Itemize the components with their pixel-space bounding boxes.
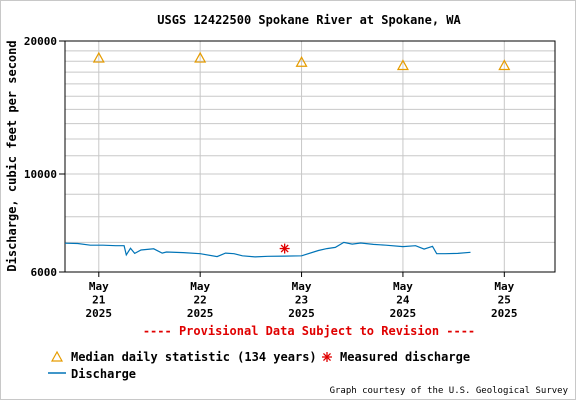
y-tick-label: 6000	[31, 266, 58, 279]
y-tick-label: 20000	[24, 35, 57, 48]
x-tick-label: 2025	[187, 307, 214, 320]
x-tick-label: 24	[396, 294, 410, 307]
discharge-line	[64, 241, 471, 258]
x-tick-label: 21	[92, 294, 106, 307]
usgs-credit: Graph courtesy of the U.S. Geological Su…	[330, 386, 569, 396]
plot-gridlines	[65, 40, 555, 273]
x-tick-label: 23	[295, 294, 308, 307]
median-daily-marker	[396, 59, 409, 71]
median-daily-marker	[295, 56, 308, 67]
median-daily-marker	[92, 51, 105, 63]
median-daily-marker	[194, 51, 207, 63]
x-tick-label: 22	[194, 294, 207, 307]
legend-discharge-label: Discharge	[71, 367, 136, 381]
x-tick-label: May	[89, 280, 109, 293]
legend-median-icon	[50, 350, 64, 362]
x-tick-label: 2025	[86, 307, 113, 320]
chart-marks	[64, 51, 511, 258]
plot-area-border	[64, 40, 556, 273]
y-tick-label: 10000	[24, 168, 57, 181]
x-tick-label: May	[292, 280, 312, 293]
x-tick-label: May	[393, 280, 413, 293]
measured-discharge-marker	[279, 243, 290, 254]
provisional-data-note: ---- Provisional Data Subject to Revisio…	[143, 324, 475, 338]
y-axis-label: Discharge, cubic feet per second	[5, 40, 19, 271]
x-tick-label: May	[494, 280, 514, 293]
x-tick-label: 2025	[390, 307, 417, 320]
legend-measured-icon	[322, 352, 332, 362]
chart-title: USGS 12422500 Spokane River at Spokane, …	[157, 13, 461, 27]
x-tick-label: 2025	[491, 307, 518, 320]
x-tick-label: 2025	[288, 307, 315, 320]
legend-measured-label: Measured discharge	[340, 350, 470, 364]
x-tick-label: 25	[498, 294, 511, 307]
axis-ticks: 60001000020000May212025May222025May23202…	[24, 35, 518, 320]
chart-legend: Median daily statistic (134 years) Measur…	[48, 350, 470, 381]
x-tick-label: May	[190, 280, 210, 293]
median-daily-marker	[498, 59, 511, 71]
legend-median-label: Median daily statistic (134 years)	[71, 350, 317, 364]
